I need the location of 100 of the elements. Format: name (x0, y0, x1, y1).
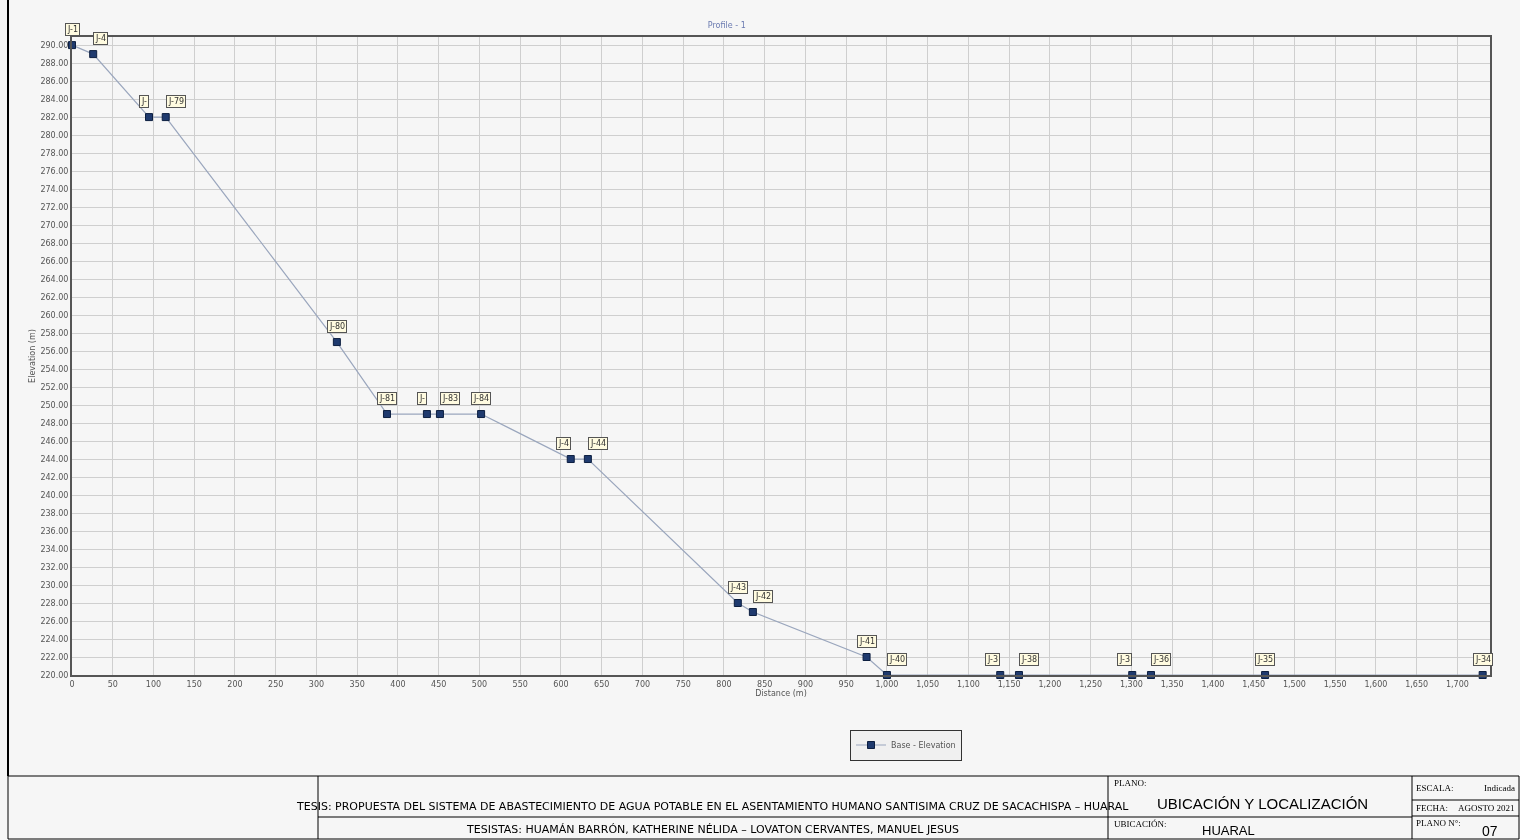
x-tick-label: 750 (675, 679, 691, 689)
x-tick-label: 250 (268, 679, 284, 689)
x-tick-label: 1,150 (997, 679, 1021, 689)
annotation: J-36 (1153, 655, 1170, 664)
x-tick-label: 1,550 (1323, 679, 1347, 689)
annotation: J-79 (168, 97, 185, 106)
y-tick-label: 282.00 (40, 112, 69, 122)
y-tick-label: 278.00 (40, 148, 69, 158)
legend-label: Base - Elevation (891, 741, 956, 751)
x-tick-label: 1,600 (1364, 679, 1388, 689)
annotation: J-43 (730, 583, 747, 592)
annotation: J-4 (95, 34, 107, 43)
y-tick-label: 270.00 (40, 220, 69, 230)
text: UBICACIÓN Y LOCALIZACIÓN (1157, 795, 1369, 812)
y-tick-label: 268.00 (40, 238, 69, 248)
annotation: J-81 (379, 394, 396, 403)
y-tick-label: 288.00 (40, 58, 69, 68)
annotation: J-4 (558, 439, 570, 448)
x-tick-label: 1,100 (956, 679, 980, 689)
annotation: J-41 (859, 637, 876, 646)
x-tick-label: 950 (838, 679, 854, 689)
x-tick-label: 100 (145, 679, 162, 689)
x-tick-label: 1,050 (916, 679, 940, 689)
y-tick-label: 284.00 (40, 94, 69, 104)
y-tick-label: 222.00 (40, 652, 69, 662)
text: AGOSTO 2021 (1458, 803, 1515, 813)
y-tick-label: 274.00 (40, 184, 69, 194)
x-tick-label: 1,350 (1160, 679, 1184, 689)
x-tick-label: 1,500 (1282, 679, 1306, 689)
y-tick-label: 224.00 (40, 634, 69, 644)
annotation: J-35 (1257, 655, 1274, 664)
x-tick-label: 1,700 (1445, 679, 1469, 689)
annotation: J-1 (67, 25, 79, 34)
annotation: J- (141, 97, 148, 106)
x-tick-label: 200 (227, 679, 243, 689)
y-tick-label: 250.00 (40, 400, 69, 410)
y-tick-label: 254.00 (40, 364, 69, 374)
annotation: J-42 (755, 592, 772, 601)
x-tick-label: 1,450 (1242, 679, 1266, 689)
y-tick-label: 228.00 (40, 598, 69, 608)
y-tick-label: 240.00 (40, 490, 69, 500)
y-tick-label: 236.00 (40, 526, 69, 536)
text: TESISTAS: HUAMÁN BARRÓN, KATHERINE NÉLIDA – LOVATON CERVANTES, MANUEL JESUS (466, 823, 960, 836)
x-tick-label: 800 (716, 679, 732, 689)
y-tick-label: 230.00 (40, 580, 69, 590)
x-tick-label: 0 (69, 679, 75, 689)
x-tick-label: 900 (797, 679, 814, 689)
y-tick-label: 264.00 (40, 274, 69, 284)
text: HUARAL (1202, 823, 1255, 838)
x-tick-label: 1,000 (875, 679, 899, 689)
text: UBICACIÓN: (1114, 819, 1167, 829)
annotation: J-40 (889, 655, 906, 664)
annotation: J-38 (1021, 655, 1038, 664)
y-tick-label: 232.00 (40, 562, 69, 572)
y-tick-label: 246.00 (40, 436, 69, 446)
x-axis-title: Distance (m) (755, 688, 807, 698)
y-tick-label: 280.00 (40, 130, 69, 140)
text: ESCALA: (1416, 783, 1454, 793)
x-tick-label: 700 (634, 679, 651, 689)
annotation: J-3 (1119, 655, 1131, 664)
x-tick-label: 650 (594, 679, 610, 689)
y-tick-label: 260.00 (40, 310, 69, 320)
annotation: J-84 (473, 394, 490, 403)
annotation: J-3 (987, 655, 999, 664)
y-tick-label: 286.00 (40, 76, 69, 86)
y-tick-label: 276.00 (40, 166, 69, 176)
y-tick-label: 256.00 (40, 346, 69, 356)
y-tick-label: 272.00 (40, 202, 69, 212)
x-tick-label: 400 (390, 679, 406, 689)
text: PLANO N°: (1416, 818, 1461, 828)
x-tick-label: 350 (349, 679, 365, 689)
y-axis-title: Elevation (m) (27, 329, 37, 383)
text: 07 (1482, 823, 1498, 839)
y-tick-label: 252.00 (40, 382, 69, 392)
y-tick-label: 244.00 (40, 454, 69, 464)
x-tick-label: 500 (471, 679, 488, 689)
x-tick-label: 1,400 (1201, 679, 1225, 689)
y-tick-label: 248.00 (40, 418, 69, 428)
text: TESIS: PROPUESTA DEL SISTEMA DE ABASTECIMIENTO DE AGUA POTABLE EN EL ASENTAMIENTO HUMANO SANTISIMA CRUZ DE SACACHISPA – HUARAL (296, 800, 1130, 813)
y-tick-label: 266.00 (40, 256, 69, 266)
annotation: J-44 (590, 439, 607, 448)
text: PLANO: (1114, 778, 1147, 788)
y-tick-label: 238.00 (40, 508, 69, 518)
x-tick-label: 1,300 (1119, 679, 1143, 689)
annotation: J-83 (442, 394, 459, 403)
x-tick-label: 550 (512, 679, 528, 689)
y-tick-label: 242.00 (40, 472, 69, 482)
annotation: J-80 (329, 322, 346, 331)
x-tick-label: 50 (107, 679, 118, 689)
text: Indicada (1484, 783, 1515, 793)
annotation: J- (419, 394, 426, 403)
chart-title: Profile - 1 (707, 20, 746, 30)
text: FECHA: (1416, 803, 1449, 813)
x-tick-label: 1,650 (1405, 679, 1429, 689)
x-tick-label: 1,250 (1079, 679, 1103, 689)
y-tick-label: 220.00 (40, 670, 69, 680)
y-tick-label: 262.00 (40, 292, 69, 302)
x-tick-label: 1,200 (1038, 679, 1062, 689)
x-tick-label: 300 (308, 679, 325, 689)
y-tick-label: 258.00 (40, 328, 69, 338)
